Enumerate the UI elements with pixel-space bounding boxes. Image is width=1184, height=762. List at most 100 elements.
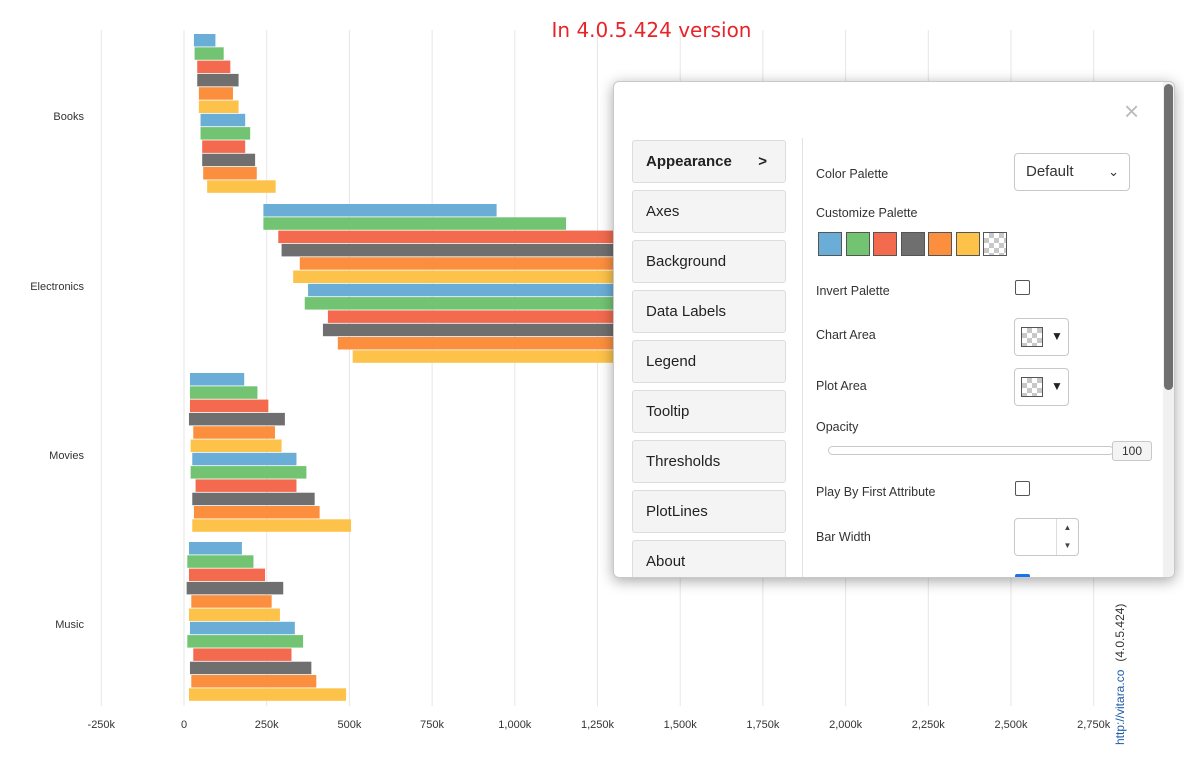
x-axis-ticks: -250k 0 250k 500k 750k 1,000k 1,250k 1,500k 1,75… [88, 719, 1111, 731]
bar[interactable] [188, 608, 280, 622]
transparent-swatch-icon [1021, 327, 1043, 347]
x-tick-label: 2,250k [912, 719, 946, 731]
nav-axes[interactable]: Axes [632, 190, 786, 233]
y-axis-categories: Books Electronics Movies Music [30, 111, 84, 631]
bar[interactable] [193, 34, 216, 47]
x-tick-label: 2,750k [1077, 719, 1111, 731]
x-tick-label: 250k [255, 719, 279, 731]
bar[interactable] [190, 466, 307, 479]
panel-scrollbar[interactable] [1163, 82, 1174, 577]
palette-swatch[interactable] [900, 232, 925, 256]
bar[interactable] [293, 270, 615, 284]
bar[interactable] [200, 127, 251, 140]
bar[interactable] [189, 373, 245, 386]
bar[interactable] [202, 153, 256, 167]
bar-width-stepper[interactable]: ▲ ▼ [1014, 518, 1079, 556]
nav-background[interactable]: Background [632, 240, 786, 283]
bar[interactable] [327, 310, 615, 323]
nav-data-labels[interactable]: Data Labels [632, 290, 786, 333]
bar[interactable] [304, 297, 615, 310]
bar[interactable] [189, 661, 312, 675]
plot-area-color-picker[interactable]: ▼ [1014, 368, 1069, 406]
chart-area-label: Chart Area [816, 328, 876, 342]
color-palette-label: Color Palette [816, 167, 889, 181]
invert-palette-checkbox[interactable] [1015, 280, 1030, 295]
next-option-checkbox[interactable] [1015, 574, 1030, 577]
opacity-label: Opacity [816, 420, 859, 434]
panel-scrollbar-thumb[interactable] [1164, 84, 1173, 390]
bar[interactable] [189, 621, 295, 635]
nav-legend[interactable]: Legend [632, 340, 786, 383]
increment-icon[interactable]: ▲ [1063, 523, 1072, 532]
palette-swatch[interactable] [873, 232, 897, 256]
bar[interactable] [188, 568, 266, 582]
bar[interactable] [352, 350, 615, 363]
bar[interactable] [189, 399, 269, 413]
bar[interactable] [197, 73, 239, 87]
palette-swatch[interactable] [928, 232, 952, 256]
nav-about[interactable]: About [632, 540, 786, 577]
bar[interactable] [299, 257, 615, 270]
bar[interactable] [192, 452, 297, 466]
bar[interactable] [197, 60, 231, 74]
bar[interactable] [192, 492, 315, 506]
x-tick-label: 500k [337, 719, 361, 731]
bar[interactable] [308, 283, 615, 297]
bar[interactable] [337, 337, 615, 350]
color-palette-select[interactable]: Default ⌄ [1014, 153, 1130, 191]
bar[interactable] [200, 113, 246, 127]
caret-down-icon: ▼ [1051, 379, 1063, 393]
bar[interactable] [278, 230, 615, 244]
bar[interactable] [188, 542, 242, 555]
bar[interactable] [187, 555, 254, 568]
bar[interactable] [192, 519, 352, 532]
bar[interactable] [193, 648, 292, 661]
opacity-slider[interactable] [828, 446, 1114, 455]
caret-down-icon: ▼ [1051, 329, 1063, 343]
bar[interactable] [188, 412, 285, 426]
close-icon[interactable]: × [1124, 96, 1140, 126]
chart-area-color-picker[interactable]: ▼ [1014, 318, 1069, 356]
nav-tooltip[interactable]: Tooltip [632, 390, 786, 433]
bar[interactable] [187, 635, 304, 648]
bar[interactable] [203, 167, 257, 180]
play-by-first-attribute-checkbox[interactable] [1015, 481, 1030, 496]
bar[interactable] [193, 506, 320, 519]
transparent-swatch-icon [1021, 377, 1043, 397]
bar[interactable] [198, 100, 239, 114]
category-label: Music [55, 619, 84, 631]
nav-thresholds[interactable]: Thresholds [632, 440, 786, 483]
bar[interactable] [195, 479, 297, 492]
nav-plotlines[interactable]: PlotLines [632, 490, 786, 533]
bar[interactable] [186, 581, 284, 595]
category-label: Movies [49, 450, 84, 462]
bar[interactable] [191, 595, 272, 608]
bar[interactable] [190, 439, 282, 453]
opacity-value[interactable]: 100 [1112, 441, 1152, 461]
bar[interactable] [322, 323, 615, 337]
x-tick-label: 1,000k [498, 719, 532, 731]
bar[interactable] [263, 204, 497, 217]
bar[interactable] [202, 140, 246, 153]
decrement-icon[interactable]: ▼ [1063, 541, 1072, 550]
palette-swatch[interactable] [818, 232, 842, 256]
stepper-buttons[interactable]: ▲ ▼ [1056, 519, 1078, 555]
palette-swatch[interactable] [845, 232, 870, 256]
palette-swatch[interactable] [955, 232, 980, 256]
bar[interactable] [189, 386, 258, 399]
bar[interactable] [188, 688, 347, 701]
version-title: In 4.0.5.424 version [551, 18, 752, 42]
x-tick-label: 1,500k [664, 719, 698, 731]
bar[interactable] [194, 47, 224, 60]
vitara-link[interactable]: http://vitara.co [1113, 669, 1127, 745]
bar[interactable] [281, 243, 615, 257]
bar[interactable] [191, 675, 317, 688]
nav-appearance[interactable]: Appearance > [632, 140, 786, 183]
bar[interactable] [193, 426, 275, 439]
x-tick-label: -250k [88, 719, 116, 731]
bar[interactable] [207, 180, 276, 193]
chevron-down-icon: ⌄ [1108, 164, 1119, 179]
bar[interactable] [263, 217, 567, 230]
transparent-swatch-icon[interactable] [983, 232, 1007, 256]
bar[interactable] [198, 87, 233, 100]
